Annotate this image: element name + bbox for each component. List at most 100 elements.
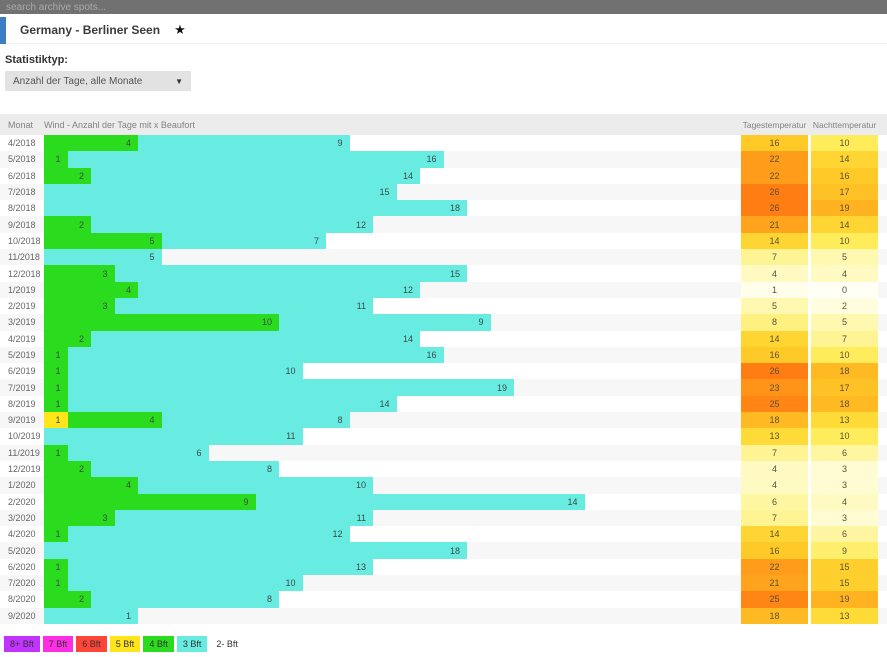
wind-bar: 1 16 — [44, 151, 741, 168]
night-temp-cell: 5 — [811, 314, 878, 331]
table-row: 5/2018 1 16 22 14 — [0, 151, 887, 168]
night-temp-cell: 18 — [811, 363, 878, 380]
night-temp-cell: 7 — [811, 330, 878, 347]
column-divider — [808, 281, 811, 298]
table-row: 6/2019 1 10 26 18 — [0, 363, 887, 380]
wind-bar: 1 13 — [44, 558, 741, 576]
wind-bar: 1 10 — [44, 363, 741, 380]
day-temp-cell: 5 — [741, 297, 808, 315]
night-temp-cell: 3 — [811, 460, 878, 478]
wind-bar: 18 — [44, 200, 741, 217]
month-label: 4/2019 — [8, 333, 36, 344]
table-row: 8/2020 2 8 25 19 — [0, 591, 887, 608]
wind-bar-segment-3bft: 15 — [114, 265, 467, 282]
day-temp-cell: 25 — [741, 591, 808, 608]
legend-item: 7 Bft — [42, 635, 74, 652]
column-divider — [808, 135, 811, 152]
wind-bar-segment-3bft: 9 — [138, 135, 350, 152]
day-temp-cell: 8 — [741, 314, 808, 331]
wind-bar-segment-4bft: 1 — [44, 575, 68, 592]
day-temp-cell: 4 — [741, 265, 808, 282]
wind-bar-segment-3bft: 5 — [44, 249, 162, 266]
day-temp-cell: 25 — [741, 395, 808, 413]
wind-bar-segment-4bft: 3 — [44, 509, 115, 527]
day-temp-cell: 6 — [741, 493, 808, 510]
night-temp-cell: 17 — [811, 183, 878, 201]
wind-bar-segment-3bft: 15 — [44, 183, 397, 201]
wind-bar-segment-4bft: 1 — [44, 363, 68, 380]
wind-bar-segment-5bft: 1 — [44, 412, 68, 429]
night-temp-cell: 17 — [811, 379, 878, 396]
day-temp-cell: 7 — [741, 249, 808, 266]
wind-bar-segment-4bft: 1 — [44, 379, 68, 396]
table-row: 10/2019 11 13 10 — [0, 428, 887, 445]
night-temp-cell: 4 — [811, 493, 878, 510]
month-label: 5/2020 — [8, 545, 36, 556]
night-temp-cell: 10 — [811, 232, 878, 250]
day-temp-cell: 22 — [741, 167, 808, 184]
day-temp-cell: 26 — [741, 363, 808, 380]
table-row: 4/2019 2 14 14 7 — [0, 330, 887, 347]
night-temp-cell: 14 — [811, 216, 878, 233]
wind-bar-segment-3bft: 18 — [44, 542, 467, 559]
column-divider — [808, 444, 811, 461]
wind-bar-segment-3bft: 14 — [67, 395, 397, 413]
wind-bar-segment-3bft: 14 — [255, 493, 585, 510]
wind-bar-segment-3bft: 8 — [91, 460, 279, 478]
column-divider — [808, 460, 811, 478]
table-row: 5/2019 1 16 16 10 — [0, 346, 887, 364]
night-temp-cell: 9 — [811, 542, 878, 559]
wind-bar: 3 11 — [44, 297, 741, 315]
table-row: 8/2018 18 26 19 — [0, 200, 887, 217]
column-divider — [808, 509, 811, 527]
statistic-type-select[interactable]: Anzahl der Tage, alle Monate ▼ — [5, 71, 191, 91]
wind-bar-segment-3bft: 10 — [67, 575, 303, 592]
wind-bar-segment-4bft: 1 — [44, 395, 68, 413]
spot-header[interactable]: Germany - Berliner Seen ★ — [0, 16, 887, 44]
wind-bar-segment-3bft: 7 — [161, 232, 326, 250]
month-label: 8/2018 — [8, 203, 36, 214]
column-divider — [808, 575, 811, 592]
month-label: 11/2018 — [8, 252, 40, 263]
wind-bar: 3 11 — [44, 509, 741, 527]
month-label: 1/2019 — [8, 284, 36, 295]
wind-bar-segment-4bft: 2 — [44, 460, 91, 478]
statistic-type-value: Anzahl der Tage, alle Monate — [13, 75, 143, 87]
table-row: 1/2020 4 10 4 3 — [0, 477, 887, 494]
favorite-star-icon[interactable]: ★ — [174, 22, 186, 37]
wind-bar-segment-4bft: 2 — [44, 330, 91, 347]
wind-bar-segment-3bft: 6 — [67, 444, 209, 461]
table-row: 6/2020 1 13 22 15 — [0, 558, 887, 576]
legend-item: 6 Bft — [76, 635, 107, 652]
table-row: 9/2018 2 12 21 14 — [0, 216, 887, 233]
column-divider — [808, 363, 811, 380]
wind-bar: 4 12 — [44, 281, 741, 298]
wind-bar-segment-4bft: 1 — [44, 346, 68, 364]
wind-bar-segment-4bft: 2 — [44, 167, 91, 184]
search-input[interactable] — [0, 0, 887, 14]
wind-bar: 18 — [44, 542, 741, 559]
column-divider — [808, 151, 811, 168]
table-row: 11/2019 1 6 7 6 — [0, 444, 887, 461]
wind-bar: 2 14 — [44, 167, 741, 184]
legend-item: 2- Bft — [216, 638, 238, 649]
wind-bar-segment-3bft: 8 — [161, 412, 350, 429]
wind-bar: 9 14 — [44, 493, 741, 510]
wind-bar-segment-3bft: 12 — [67, 526, 350, 543]
wind-bar-segment-3bft: 11 — [44, 428, 303, 445]
month-label: 12/2018 — [8, 268, 41, 279]
column-divider — [808, 395, 811, 413]
wind-bar-segment-4bft: 4 — [44, 281, 138, 298]
wind-bar-segment-4bft: 4 — [44, 135, 138, 152]
night-temp-cell: 19 — [811, 200, 878, 217]
night-temp-cell: 6 — [811, 526, 878, 543]
stats-table: Monat Wind - Anzahl der Tage mit x Beauf… — [0, 114, 887, 624]
header-wind: Wind - Anzahl der Tage mit x Beaufort — [44, 119, 195, 130]
night-temp-cell: 16 — [811, 167, 878, 184]
column-divider — [808, 493, 811, 510]
month-label: 8/2019 — [8, 398, 36, 409]
month-label: 6/2020 — [8, 561, 36, 572]
